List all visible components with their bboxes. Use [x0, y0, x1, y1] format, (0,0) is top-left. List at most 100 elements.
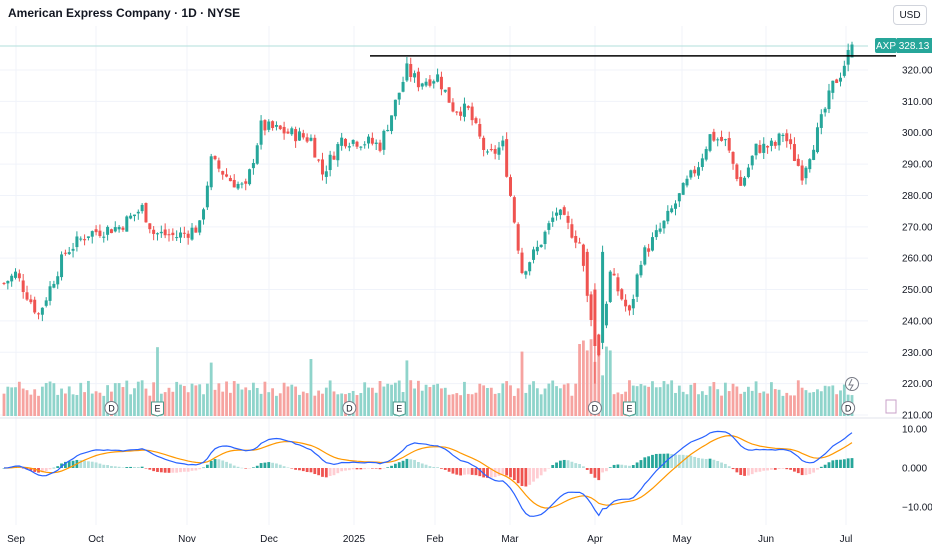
- macd-hist-bar: [601, 468, 604, 473]
- candle-body: [489, 149, 493, 151]
- macd-hist-bar: [44, 468, 48, 472]
- volume-bar: [708, 386, 712, 416]
- candle-body: [90, 231, 94, 237]
- candle-body: [301, 133, 305, 138]
- volume-bar: [40, 386, 44, 416]
- candle-body: [627, 305, 631, 311]
- volume-bar: [712, 382, 716, 416]
- candle-body: [528, 262, 532, 272]
- volume-bar: [33, 389, 37, 416]
- macd-hist-bar: [271, 462, 274, 468]
- macd-hist-bar: [474, 468, 478, 476]
- macd-hist-bar: [635, 462, 639, 468]
- x-tick-label: Mar: [501, 534, 519, 545]
- candle-body: [700, 158, 704, 167]
- macd-hist-bar: [543, 468, 547, 472]
- candle-body: [274, 124, 278, 127]
- volume-bar: [278, 393, 282, 416]
- macd-hist-bar: [524, 468, 528, 487]
- candle-body: [48, 286, 52, 301]
- macd-hist-bar: [175, 468, 179, 473]
- macd-hist-bar: [547, 468, 551, 469]
- volume-bar: [67, 386, 71, 416]
- currency-button[interactable]: USD: [893, 5, 927, 25]
- chart-title[interactable]: American Express Company · 1D · NYSE: [8, 6, 241, 20]
- candle-body: [566, 215, 570, 223]
- volume-bar: [10, 387, 14, 416]
- volume-bar: [585, 350, 589, 416]
- volume-bar: [739, 393, 743, 416]
- volume-bar: [221, 391, 225, 416]
- y-tick-label: 270.00: [902, 222, 932, 233]
- volume-bar: [317, 390, 321, 416]
- y-tick-label: 310.00: [902, 97, 932, 108]
- macd-hist-bar: [252, 467, 255, 468]
- candle-body: [225, 174, 229, 177]
- volume-bar: [255, 387, 259, 416]
- candle-body: [551, 217, 555, 222]
- volume-bar: [816, 389, 819, 416]
- volume-bar: [355, 395, 359, 416]
- candle-body: [44, 300, 48, 306]
- candle-body: [443, 89, 447, 92]
- volume-bar: [271, 388, 274, 416]
- macd-hist-bar: [221, 460, 225, 468]
- volume-bar: [766, 393, 769, 416]
- candle-body: [581, 244, 585, 266]
- macd-hist-bar: [643, 457, 647, 468]
- price-value-badge: [897, 38, 932, 53]
- volume-bar: [835, 394, 839, 416]
- candle-body: [332, 155, 336, 160]
- candle-body: [838, 77, 842, 82]
- volume-bar: [125, 380, 129, 416]
- macd-hist-bar: [505, 468, 509, 476]
- y-tick-label: 320.00: [902, 66, 932, 77]
- candle-body: [823, 108, 827, 113]
- candle-body: [347, 146, 351, 148]
- candle-body: [351, 139, 355, 144]
- volume-bar: [685, 394, 689, 416]
- macd-hist-bar: [520, 468, 524, 487]
- macd-hist-bar: [163, 468, 167, 473]
- macd-hist-bar: [232, 465, 236, 468]
- candle-body: [217, 160, 221, 169]
- candle-body: [589, 294, 593, 321]
- volume-bar: [777, 389, 781, 416]
- macd-hist-bar: [812, 468, 816, 473]
- candle-body: [731, 151, 735, 164]
- macd-hist-bar: [670, 453, 674, 468]
- volume-bar: [305, 393, 309, 416]
- macd-hist-bar: [463, 468, 466, 475]
- volume-bar: [620, 394, 624, 416]
- volume-bar: [25, 390, 29, 416]
- volume-bar: [275, 395, 278, 416]
- candle-body: [532, 249, 536, 260]
- macd-hist-bar: [248, 468, 251, 469]
- candle-body: [616, 277, 620, 292]
- volume-bar: [693, 382, 697, 416]
- candle-body: [635, 274, 639, 297]
- price-value: 328.13: [899, 41, 930, 52]
- volume-bar: [762, 391, 766, 416]
- macd-hist-bar: [344, 468, 347, 471]
- macd-hist-bar: [182, 468, 186, 472]
- candle-body: [631, 298, 635, 309]
- volume-bar: [282, 382, 286, 416]
- volume-bar: [290, 384, 294, 416]
- macd-tick-label: 0.000: [902, 464, 927, 475]
- volume-bar: [321, 393, 324, 416]
- y-tick-label: 220.00: [902, 379, 932, 390]
- event-letter: D: [845, 404, 852, 414]
- candle-body: [102, 236, 106, 238]
- macd-hist-bar: [90, 461, 94, 468]
- macd-hist-bar: [482, 468, 486, 478]
- volume-bar: [133, 388, 136, 416]
- candle-body: [654, 230, 658, 238]
- volume-bar: [704, 394, 708, 416]
- macd-hist-bar: [148, 468, 152, 470]
- volume-bar: [651, 381, 654, 416]
- candle-body: [413, 73, 417, 78]
- volume-bar: [789, 395, 793, 416]
